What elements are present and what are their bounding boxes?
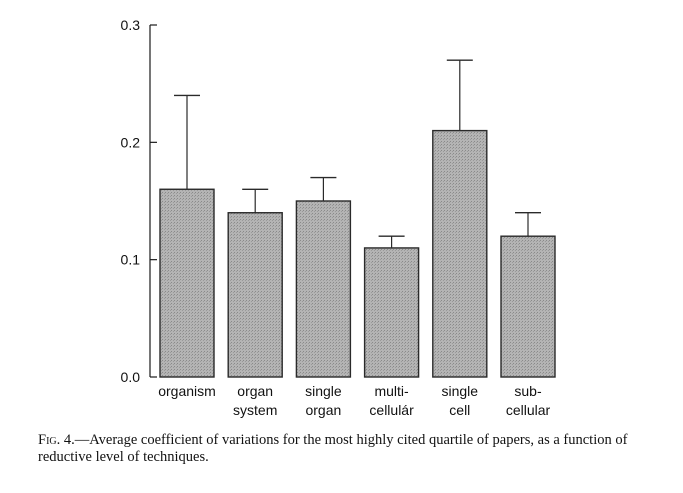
category-label: sub- <box>514 383 542 399</box>
caption-text: —Average coefficient of variations for t… <box>38 432 628 465</box>
error-bars <box>174 59 541 248</box>
bar <box>432 129 488 378</box>
category-label: single <box>305 383 342 399</box>
bar-chart: 0.00.10.20.3 organism organsystemsingleor… <box>121 17 556 418</box>
y-axis: 0.0 0.1 0.2 0.3 <box>121 17 157 385</box>
category-label: cellular <box>506 402 551 418</box>
y-tick-label: 0.1 <box>121 252 141 268</box>
category-label: organism <box>158 383 216 399</box>
bar <box>363 247 420 378</box>
bar <box>159 188 215 378</box>
category-labels: organism organ system single organ multi-cell… <box>158 383 550 418</box>
figure-label: Fig. 4. <box>38 432 75 448</box>
category-label: organ <box>305 402 341 418</box>
figure-caption: Fig. 4.—Average coefficient of variation… <box>38 432 658 466</box>
category-label: single <box>442 383 479 399</box>
category-label: system <box>233 402 277 418</box>
y-tick-label: 0.0 <box>121 369 141 385</box>
y-tick-label: 0.2 <box>121 134 141 150</box>
category-label: multi- <box>374 383 409 399</box>
category-label: cellulár <box>369 402 414 418</box>
category-label: organ <box>237 383 273 399</box>
bar <box>295 200 352 378</box>
bar <box>227 212 283 378</box>
bar <box>500 235 556 378</box>
category-label: cell <box>449 402 470 418</box>
y-tick-label: 0.3 <box>121 17 141 33</box>
bars <box>159 129 556 378</box>
